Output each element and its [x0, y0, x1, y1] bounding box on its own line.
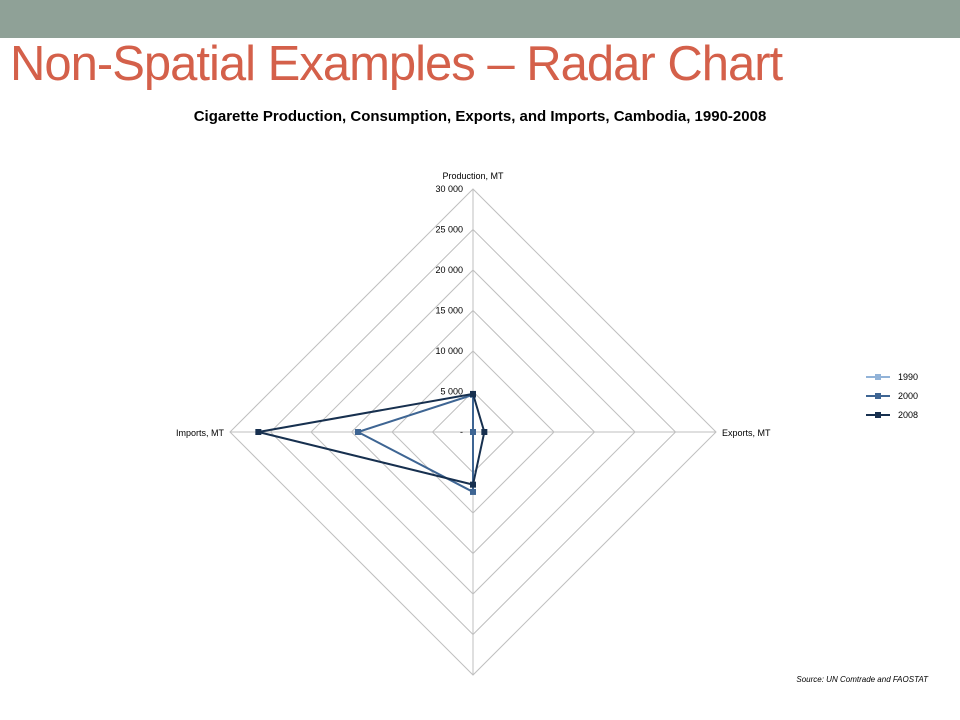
series-2008-point-2: [470, 481, 476, 488]
slide-title: Non-Spatial Examples – Radar Chart: [10, 37, 783, 91]
tick-label-5: 25 000: [435, 225, 463, 235]
legend-label-2000: 2000: [898, 391, 918, 401]
axis-label-0: Production, MT: [442, 171, 504, 181]
axis-label-1: Exports, MT: [722, 428, 771, 438]
top-band: [0, 0, 960, 38]
source-note: Source: UN Comtrade and FAOSTAT: [796, 675, 928, 684]
series-2008-point-1: [481, 429, 488, 435]
tick-label-1: 5 000: [440, 387, 463, 397]
legend-label-2008: 2008: [898, 410, 918, 420]
tick-label-3: 15 000: [435, 306, 463, 316]
legend-label-1990: 1990: [898, 372, 918, 382]
tick-label-0: -: [460, 427, 463, 437]
series-2000-point-2: [470, 488, 476, 495]
radar-axis-labels: Production, MT Exports, MT Imports, MT: [176, 171, 771, 438]
tick-label-6: 30 000: [435, 184, 463, 194]
series-2008-point-0: [470, 390, 476, 397]
radar-series: [255, 390, 488, 495]
legend: 1990 2000 2008: [866, 372, 918, 420]
legend-marker-2000: [875, 393, 881, 399]
tick-label-4: 20 000: [435, 265, 463, 275]
radar-tick-labels: - 5 000 10 000 15 000 20 000 25 000 30 000: [435, 184, 463, 437]
series-2000-point-3: [354, 429, 361, 435]
tick-label-2: 10 000: [435, 346, 463, 356]
chart-title: Cigarette Production, Consumption, Expor…: [193, 108, 767, 125]
axis-label-3: Imports, MT: [176, 428, 225, 438]
legend-marker-1990: [875, 374, 881, 380]
legend-marker-2008: [875, 412, 881, 418]
series-2008-point-3: [255, 429, 262, 435]
series-2000-point-1: [470, 429, 476, 435]
